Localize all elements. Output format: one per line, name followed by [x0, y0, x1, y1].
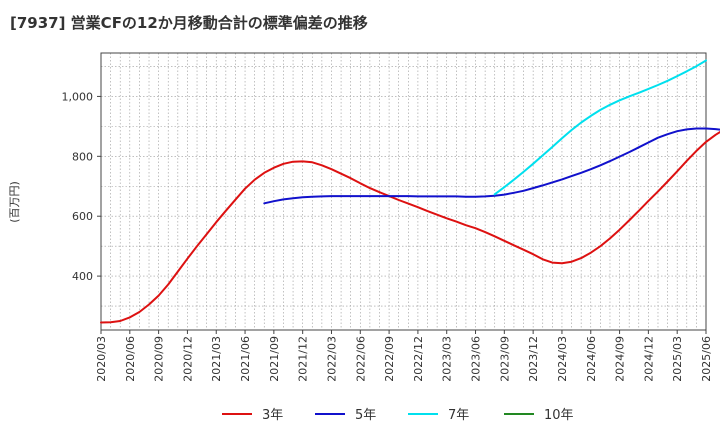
y-tick-labels: 400 600 800 1,000 — [62, 90, 101, 283]
x-tick-label: 2020/12 — [181, 336, 194, 382]
series-layer — [100, 59, 720, 324]
x-tick-label: 2020/03 — [95, 336, 108, 382]
x-tick-label: 2021/03 — [210, 336, 223, 382]
y-axis-label: (百万円) — [8, 181, 21, 223]
x-tick-label: 2023/09 — [498, 336, 511, 382]
legend-label: 7年 — [448, 408, 469, 423]
y-tick-label: 600 — [72, 210, 93, 223]
x-tick-label: 2023/06 — [470, 336, 483, 382]
chart-title: [7937] 営業CFの12か月移動合計の標準偏差の推移 — [10, 14, 368, 32]
x-tick-label: 2024/03 — [556, 336, 569, 382]
series-line-5年 — [263, 127, 720, 205]
x-tick-label: 2020/09 — [153, 336, 166, 382]
y-tick-label: 400 — [72, 270, 93, 283]
x-tick-label: 2025/06 — [700, 336, 713, 382]
x-tick-label: 2021/06 — [239, 336, 252, 382]
x-tick-label: 2022/09 — [383, 336, 396, 382]
x-tick-label: 2021/12 — [297, 336, 310, 382]
plot-frame — [100, 52, 707, 331]
legend: 3年 5年 7年 10年 — [222, 408, 574, 423]
legend-label: 10年 — [544, 408, 574, 423]
x-tick-label: 2022/12 — [412, 336, 425, 382]
x-tick-label: 2025/03 — [671, 336, 684, 382]
legend-label: 5年 — [355, 408, 376, 423]
series-line-7年 — [493, 59, 707, 196]
x-tick-label: 2022/03 — [325, 336, 338, 382]
x-tick-label: 2024/12 — [642, 336, 655, 382]
x-tick-label: 2022/06 — [354, 336, 367, 382]
x-tick-label: 2024/09 — [614, 336, 627, 382]
x-tick-label: 2023/03 — [441, 336, 454, 382]
grid-layer — [100, 53, 707, 330]
x-tick-label: 2023/12 — [527, 336, 540, 382]
y-tick-label: 800 — [72, 150, 93, 163]
x-tick-labels: 2020/03 2020/06 2020/09 2020/12 2021/03 2021/… — [95, 330, 713, 382]
x-tick-label: 2024/06 — [585, 336, 598, 382]
legend-label: 3年 — [262, 408, 283, 423]
y-tick-label: 1,000 — [62, 90, 94, 103]
x-tick-label: 2020/06 — [124, 336, 137, 382]
x-tick-label: 2021/09 — [268, 336, 281, 382]
series-line-3年 — [100, 130, 720, 324]
